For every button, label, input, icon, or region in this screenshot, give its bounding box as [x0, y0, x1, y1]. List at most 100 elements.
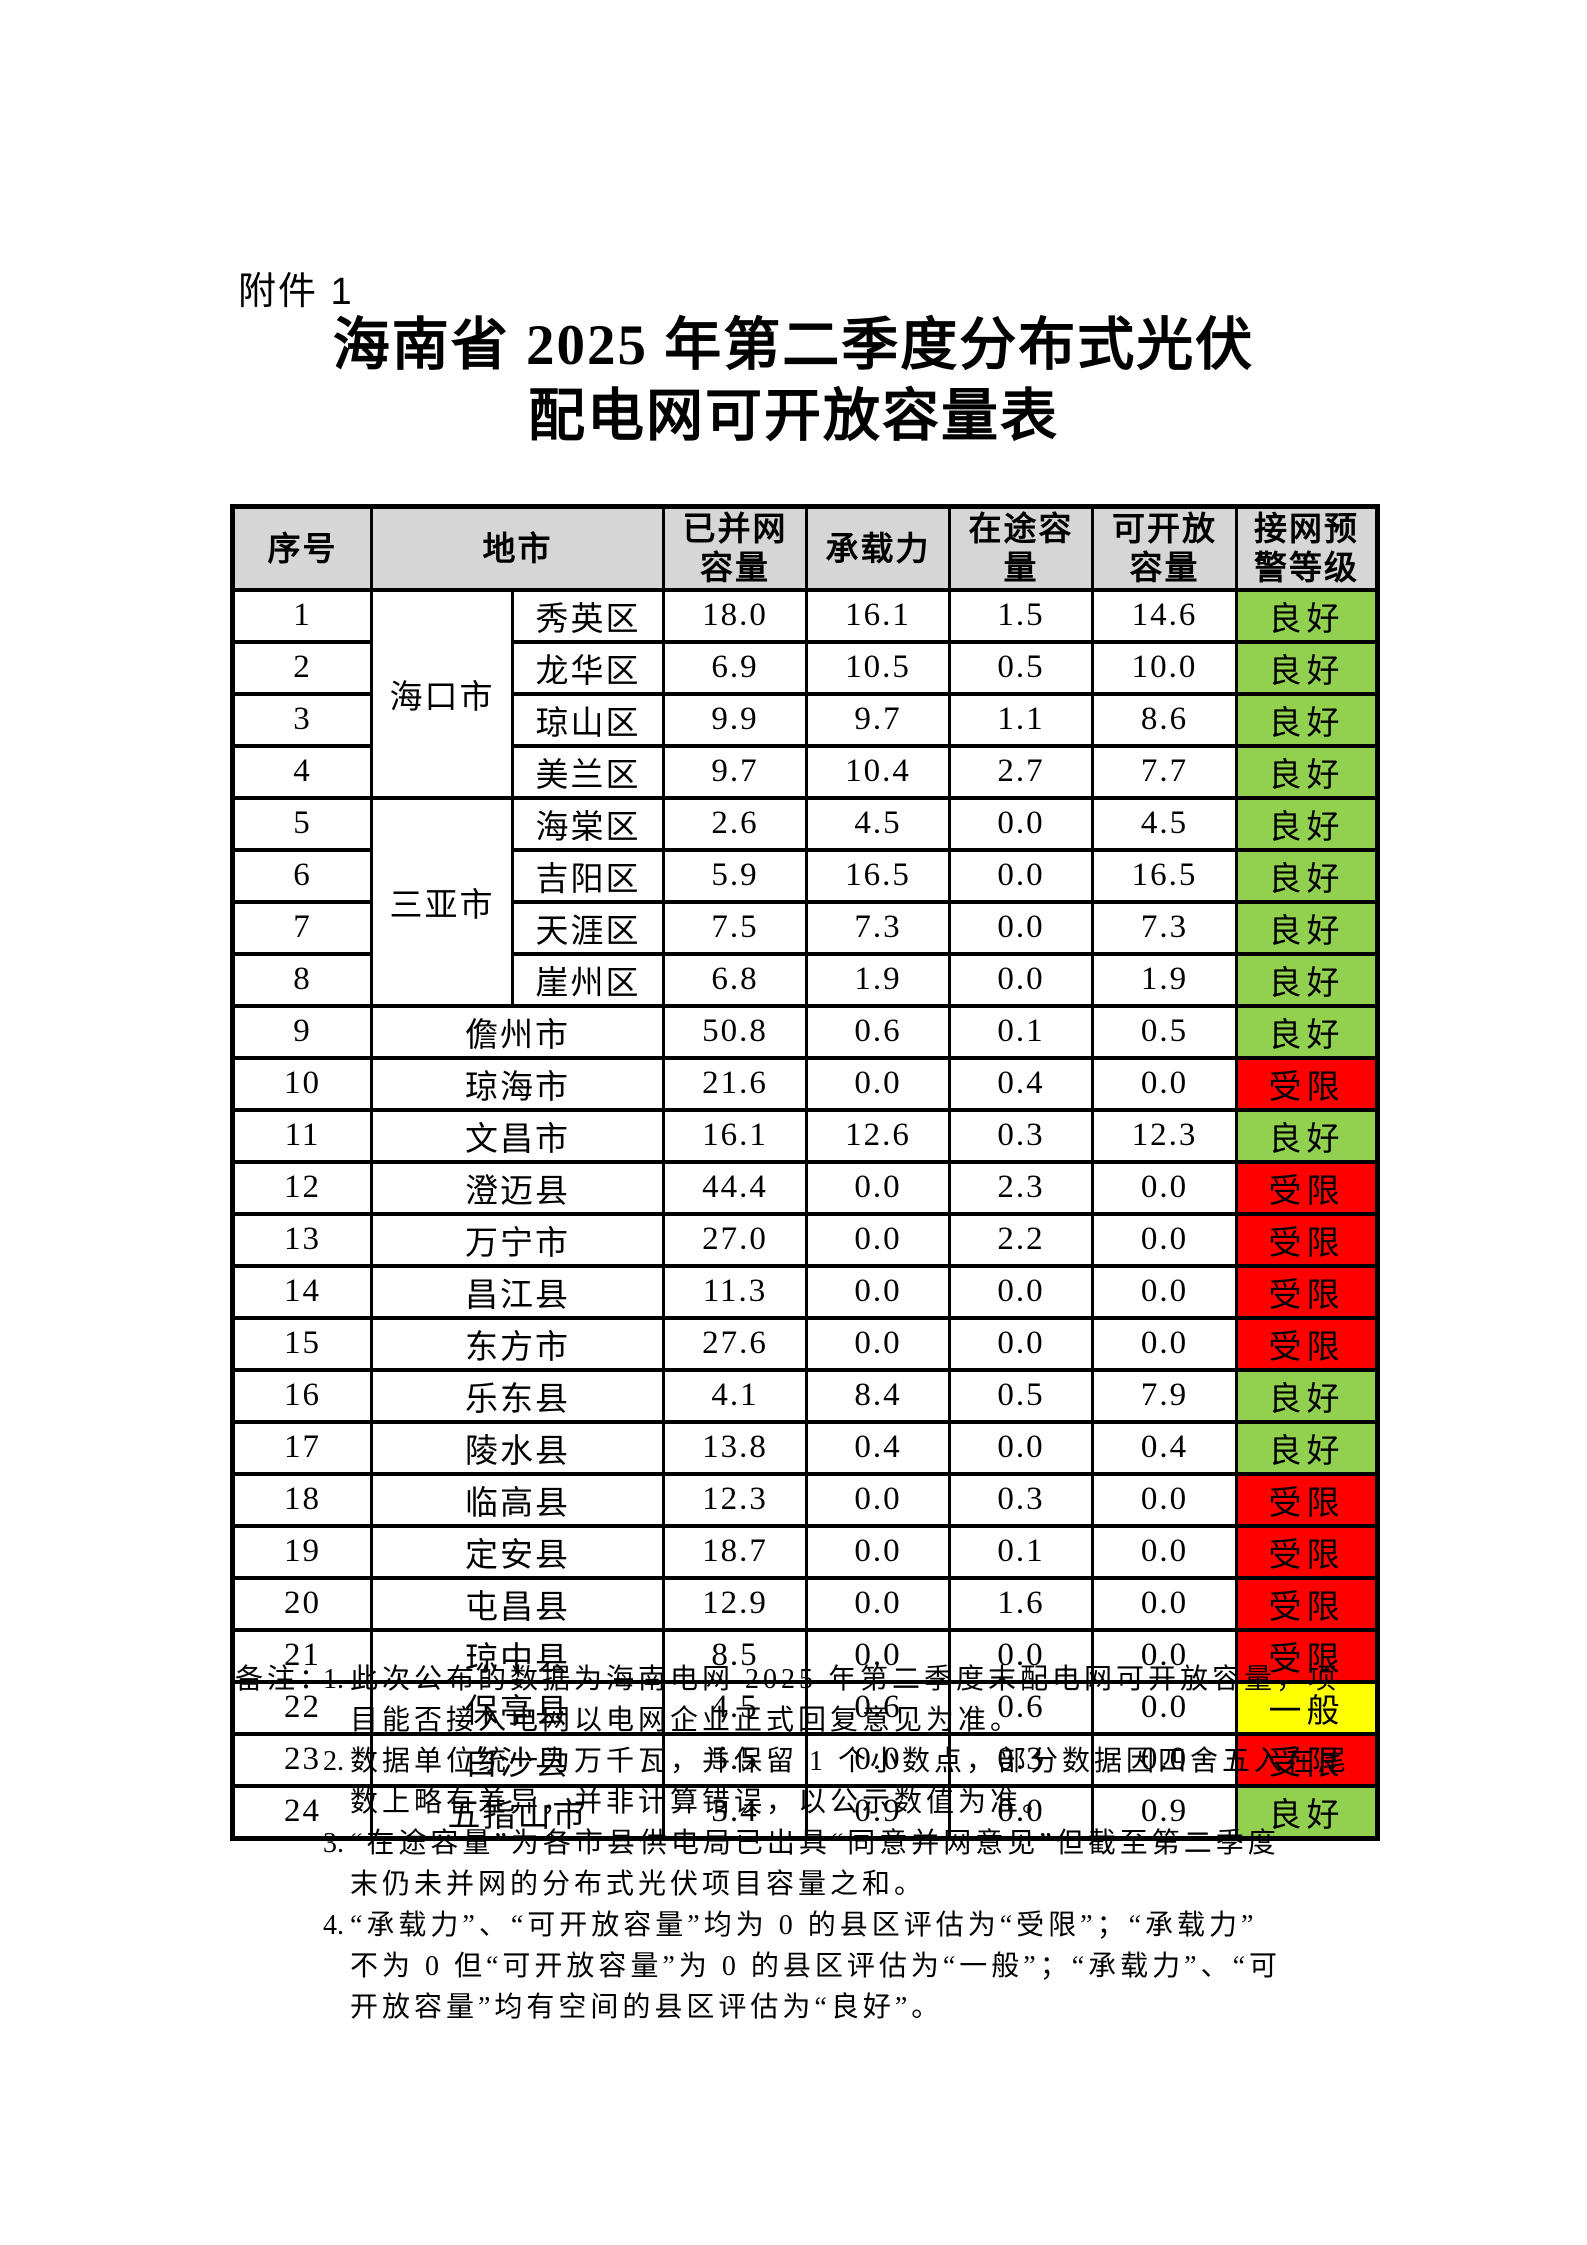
cell-serial: 5 [231, 795, 373, 852]
header-pending-capacity: 在途容 量 [948, 504, 1094, 592]
cell-serial: 12 [231, 1159, 373, 1216]
cell-connected-capacity: 12.3 [662, 1471, 808, 1528]
status-badge: 良好 [1235, 1107, 1379, 1164]
cell-serial: 23 [231, 1731, 373, 1788]
cell-connected-capacity: 9.7 [662, 743, 808, 800]
cell-pending-capacity: 0.3 [948, 1731, 1094, 1788]
cell-district: 天涯区 [511, 899, 665, 956]
note-line: 2. 数据单位统一为万千瓦，并保留 1 个小数点，部分数据因四舍五入在尾 [323, 1741, 1395, 1782]
cell-serial: 7 [231, 899, 373, 956]
cell-openable-capacity: 0.9 [1091, 1783, 1238, 1840]
status-badge: 良好 [1235, 1003, 1379, 1060]
header-carrying-capacity: 承载力 [805, 504, 951, 592]
cell-connected-capacity: 7.5 [662, 899, 808, 956]
cell-pending-capacity: 0.0 [948, 1627, 1094, 1684]
note-line: 1. 此次公布的数据为海南电网 2025 年第二季度末配电网可开放容量，项 [323, 1659, 1395, 1700]
cell-connected-capacity: 6.8 [662, 951, 808, 1008]
cell-city: 陵水县 [370, 1419, 665, 1476]
cell-connected-capacity: 27.6 [662, 1315, 808, 1372]
note-line: 开放容量”均有空间的县区评估为“良好”。 [350, 1992, 944, 2023]
table-row: 23 白沙县 5.5 0.0 0.3 0.0 受限 [231, 1731, 1379, 1788]
cell-district: 吉阳区 [511, 847, 665, 904]
cell-city: 万宁市 [370, 1211, 665, 1268]
cell-serial: 20 [231, 1575, 373, 1632]
table-row: 4 美兰区 9.7 10.4 2.7 7.7 良好 [231, 743, 1379, 800]
cell-pending-capacity: 0.0 [948, 847, 1094, 904]
cell-openable-capacity: 0.0 [1091, 1679, 1238, 1736]
table-row: 3 琼山区 9.9 9.7 1.1 8.6 良好 [231, 691, 1379, 748]
cell-carrying-capacity: 9.7 [805, 691, 951, 748]
cell-city: 琼海市 [370, 1055, 665, 1112]
cell-city: 乐东县 [370, 1367, 665, 1424]
notes-section: 备注： 1. 此次公布的数据为海南电网 2025 年第二季度末配电网可开放容量，项… [235, 1659, 1395, 2028]
cell-serial: 16 [231, 1367, 373, 1424]
status-badge: 受限 [1235, 1315, 1379, 1372]
cell-district: 琼山区 [511, 691, 665, 748]
cell-openable-capacity: 0.0 [1091, 1731, 1238, 1788]
table-row: 21 琼中县 8.5 0.0 0.0 0.0 受限 [231, 1627, 1379, 1684]
cell-openable-capacity: 7.7 [1091, 743, 1238, 800]
cell-pending-capacity: 2.3 [948, 1159, 1094, 1216]
status-badge: 良好 [1235, 587, 1379, 644]
cell-pending-capacity: 2.7 [948, 743, 1094, 800]
page-title: 海南省 2025 年第二季度分布式光伏 配电网可开放容量表 [221, 310, 1366, 452]
cell-connected-capacity: 8.5 [662, 1627, 808, 1684]
table-row: 20 屯昌县 12.9 0.0 1.6 0.0 受限 [231, 1575, 1379, 1632]
note-number: 4. [323, 1910, 344, 1941]
status-badge: 受限 [1235, 1159, 1379, 1216]
cell-connected-capacity: 2.6 [662, 795, 808, 852]
note-number: 1. [323, 1664, 344, 1695]
cell-carrying-capacity: 0.0 [805, 1471, 951, 1528]
status-badge: 受限 [1235, 1575, 1379, 1632]
status-badge: 良好 [1235, 1419, 1379, 1476]
cell-openable-capacity: 0.0 [1091, 1315, 1238, 1372]
status-badge: 受限 [1235, 1523, 1379, 1580]
status-badge: 良好 [1235, 847, 1379, 904]
cell-connected-capacity: 6.9 [662, 639, 808, 696]
cell-pending-capacity: 0.0 [948, 1263, 1094, 1320]
table-row: 11 文昌市 16.1 12.6 0.3 12.3 良好 [231, 1107, 1379, 1164]
cell-pending-capacity: 1.5 [948, 587, 1094, 644]
notes-items: 1. 此次公布的数据为海南电网 2025 年第二季度末配电网可开放容量，项 目能否接… [323, 1659, 1395, 2028]
header-warning-level: 接网预 警等级 [1235, 504, 1379, 592]
status-badge: 良好 [1235, 795, 1379, 852]
cell-city: 白沙县 [370, 1731, 665, 1788]
table-row: 2 龙华区 6.9 10.5 0.5 10.0 良好 [231, 639, 1379, 696]
cell-city: 三亚市 [370, 795, 514, 1008]
table-body: 1 海口市 秀英区 18.0 16.1 1.5 14.6 良好 2 龙华区 6.9 10.5 0.5 10… [231, 587, 1379, 1840]
page-title-line-2: 配电网可开放容量表 [528, 385, 1059, 448]
note-item: 1. 此次公布的数据为海南电网 2025 年第二季度末配电网可开放容量，项 目能否接… [323, 1659, 1395, 1741]
cell-city: 文昌市 [370, 1107, 665, 1164]
table-row: 12 澄迈县 44.4 0.0 2.3 0.0 受限 [231, 1159, 1379, 1216]
cell-pending-capacity: 0.0 [948, 1783, 1094, 1840]
status-badge: 良好 [1235, 639, 1379, 696]
cell-openable-capacity: 0.5 [1091, 1003, 1238, 1060]
cell-pending-capacity: 0.1 [948, 1523, 1094, 1580]
cell-connected-capacity: 12.9 [662, 1575, 808, 1632]
note-item: 2. 数据单位统一为万千瓦，并保留 1 个小数点，部分数据因四舍五入在尾 数上略有差… [323, 1741, 1395, 1823]
cell-pending-capacity: 0.3 [948, 1471, 1094, 1528]
cell-connected-capacity: 27.0 [662, 1211, 808, 1268]
cell-openable-capacity: 7.9 [1091, 1367, 1238, 1424]
cell-carrying-capacity: 0.0 [805, 1731, 951, 1788]
note-line: 3. “在途容量”为各市县供电局已出具“同意并网意见”但截至第二季度 [323, 1823, 1395, 1864]
cell-city: 海口市 [370, 587, 514, 800]
cell-connected-capacity: 21.6 [662, 1055, 808, 1112]
cell-connected-capacity: 4.5 [662, 1679, 808, 1736]
cell-serial: 18 [231, 1471, 373, 1528]
cell-serial: 24 [231, 1783, 373, 1840]
cell-serial: 11 [231, 1107, 373, 1164]
cell-city: 五指山市 [370, 1783, 665, 1840]
cell-serial: 15 [231, 1315, 373, 1372]
cell-carrying-capacity: 1.9 [805, 951, 951, 1008]
cell-city: 昌江县 [370, 1263, 665, 1320]
note-text: 数据单位统一为万千瓦，并保留 1 个小数点，部分数据因四舍五入在尾 [350, 1746, 1351, 1777]
note-text: “在途容量”为各市县供电局已出具“同意并网意见”但截至第二季度 [350, 1828, 1280, 1859]
cell-carrying-capacity: 7.3 [805, 899, 951, 956]
status-badge: 良好 [1235, 691, 1379, 748]
cell-carrying-capacity: 0.0 [805, 1055, 951, 1112]
cell-serial: 21 [231, 1627, 373, 1684]
table-row: 6 吉阳区 5.9 16.5 0.0 16.5 良好 [231, 847, 1379, 904]
cell-pending-capacity: 2.2 [948, 1211, 1094, 1268]
cell-openable-capacity: 0.4 [1091, 1419, 1238, 1476]
